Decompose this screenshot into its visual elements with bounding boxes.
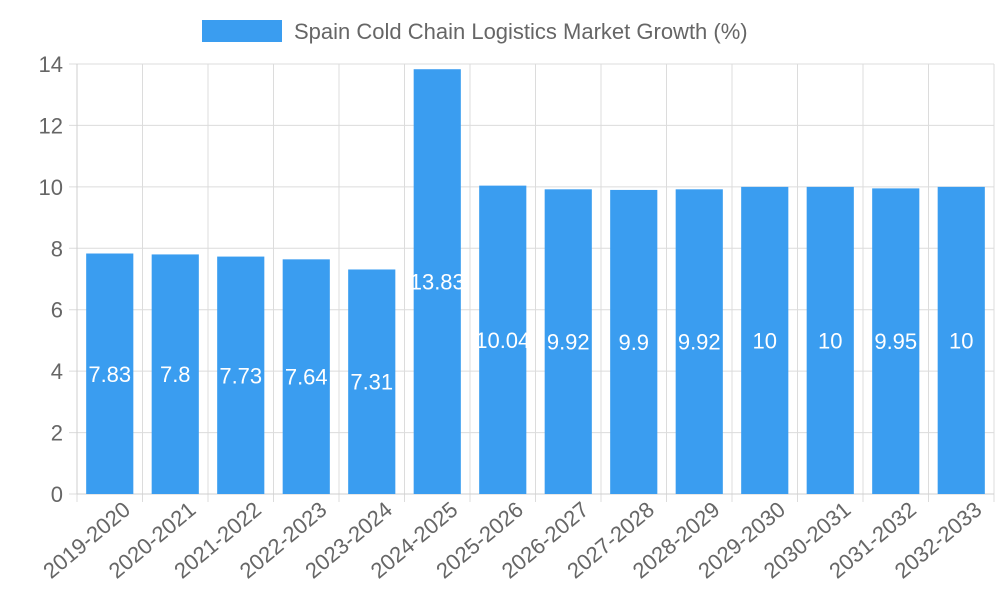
y-tick-label: 0	[51, 482, 63, 507]
y-tick-label: 4	[51, 359, 63, 384]
data-label: 9.9	[618, 330, 649, 355]
data-label: 10.04	[475, 328, 530, 353]
bar[interactable]	[348, 269, 396, 494]
bar[interactable]	[282, 259, 330, 494]
data-label: 13.83	[410, 270, 465, 295]
y-tick-label: 14	[39, 52, 63, 77]
data-label: 10	[818, 328, 842, 353]
data-label: 9.92	[547, 330, 590, 355]
bar[interactable]	[151, 254, 199, 494]
bar[interactable]	[479, 185, 527, 494]
y-axis-ticks: 0 2 4 6 8 10 12 14	[39, 52, 63, 507]
legend[interactable]: Spain Cold Chain Logistics Market Growth…	[202, 19, 748, 44]
y-tick-label: 2	[51, 421, 63, 446]
bar[interactable]	[806, 186, 854, 494]
data-label: 9.95	[874, 329, 917, 354]
legend-swatch	[202, 20, 282, 42]
bar[interactable]	[937, 186, 985, 494]
bar[interactable]	[86, 253, 134, 494]
bar[interactable]	[610, 189, 658, 494]
bar[interactable]	[217, 256, 265, 494]
data-label: 7.73	[219, 363, 262, 388]
bar[interactable]	[872, 188, 920, 494]
data-label: 7.31	[350, 370, 393, 395]
data-label: 10	[753, 328, 777, 353]
bar[interactable]	[741, 186, 789, 494]
data-label: 7.83	[88, 362, 131, 387]
y-tick-label: 10	[39, 175, 63, 200]
data-label: 7.8	[160, 362, 191, 387]
bar[interactable]	[675, 189, 723, 495]
y-tick-label: 6	[51, 298, 63, 323]
bars	[86, 69, 985, 495]
x-axis-ticks: 2019-20202020-20212021-20222022-20232023…	[38, 497, 986, 584]
bar[interactable]	[544, 189, 592, 495]
data-label: 9.92	[678, 330, 721, 355]
y-tick-label: 12	[39, 113, 63, 138]
legend-label: Spain Cold Chain Logistics Market Growth…	[294, 19, 748, 44]
bar[interactable]	[413, 69, 461, 494]
data-label: 10	[949, 328, 973, 353]
gridlines	[69, 63, 995, 502]
data-label: 7.64	[285, 365, 328, 390]
y-tick-label: 8	[51, 236, 63, 261]
data-labels: 7.83 7.8 7.73 7.64 7.31 13.83 10.04 9.92 9.9 9.92…	[88, 270, 973, 395]
